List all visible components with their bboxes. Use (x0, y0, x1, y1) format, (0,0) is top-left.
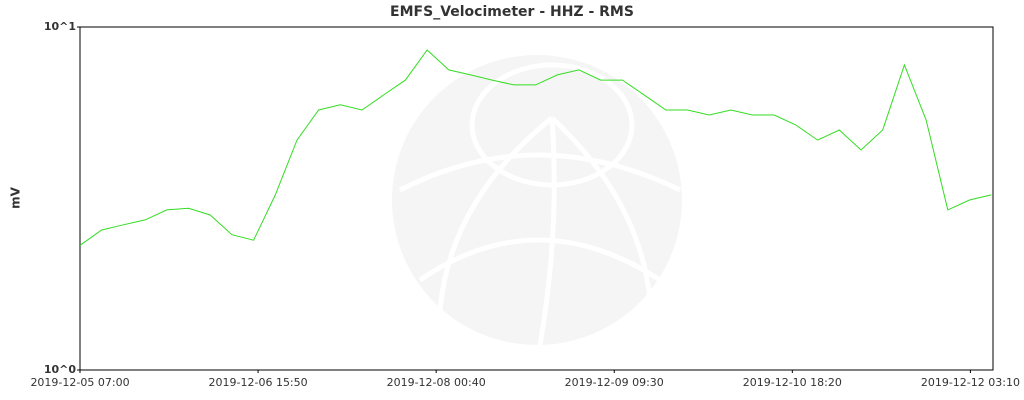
x-tick-label: 2019-12-05 07:00 (30, 376, 129, 389)
x-tick-label: 2019-12-06 15:50 (209, 376, 308, 389)
watermark-globe (392, 55, 682, 346)
plot-frame (79, 26, 994, 371)
x-tick-label: 2019-12-08 00:40 (387, 376, 486, 389)
y-tick-label: 10^1 (44, 20, 76, 33)
y-axis-label: mV (9, 186, 23, 209)
data-line (79, 49, 992, 246)
globe (392, 55, 682, 345)
x-tick-label: 2019-12-12 03:10 (921, 376, 1020, 389)
x-tick-label: 2019-12-09 09:30 (565, 376, 664, 389)
chart-title: EMFS_Velocimeter - HHZ - RMS (390, 4, 634, 20)
x-tick-label: 2019-12-10 18:20 (743, 376, 842, 389)
y-tick-label: 10^0 (44, 363, 77, 376)
globe-lines (398, 62, 682, 346)
